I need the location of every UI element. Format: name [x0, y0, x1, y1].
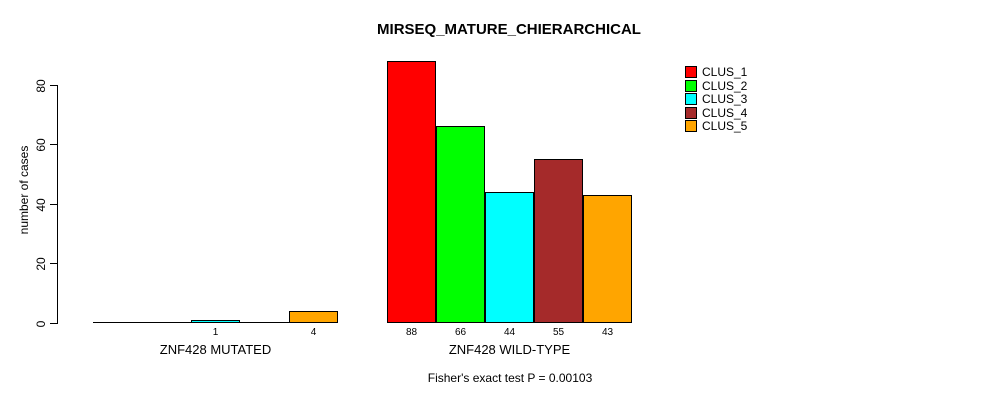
y-tick-label: 20: [34, 256, 48, 271]
legend-label: CLUS_2: [702, 79, 748, 93]
legend-swatch: [685, 66, 697, 78]
legend-swatch: [685, 107, 697, 119]
legend-swatch: [685, 120, 697, 132]
y-tick-label: 40: [34, 197, 48, 212]
bar-value-label: 1: [212, 327, 219, 338]
bar-zero-height: [142, 322, 191, 323]
legend-label: CLUS_1: [702, 65, 748, 79]
y-tick: [50, 204, 57, 205]
y-tick: [50, 144, 57, 145]
bar-value-label: 43: [601, 327, 614, 338]
bar-value-label: 55: [552, 327, 565, 338]
y-axis-line: [57, 85, 58, 324]
bar: [191, 320, 240, 323]
x-group-label: ZNF428 MUTATED: [159, 342, 272, 357]
bar: [436, 126, 485, 323]
legend-swatch: [685, 80, 697, 92]
y-axis-label: number of cases: [17, 145, 31, 235]
bar: [583, 195, 632, 323]
bar-value-label: 88: [405, 327, 418, 338]
annotation-fisher-test: Fisher's exact test P = 0.00103: [427, 371, 593, 385]
bar: [387, 61, 436, 323]
legend-swatch: [685, 93, 697, 105]
y-tick-label: 80: [34, 78, 48, 93]
legend-label: CLUS_3: [702, 92, 748, 106]
bar-value-label: 4: [310, 327, 317, 338]
y-tick: [50, 85, 57, 86]
y-tick-label: 60: [34, 137, 48, 152]
y-tick: [50, 263, 57, 264]
x-group-label: ZNF428 WILD-TYPE: [448, 342, 571, 357]
y-tick: [50, 323, 57, 324]
bar: [485, 192, 534, 323]
bar-zero-height: [93, 322, 142, 323]
bar-zero-height: [240, 322, 289, 323]
bar-value-label: 66: [454, 327, 467, 338]
legend-label: CLUS_4: [702, 106, 748, 120]
legend-label: CLUS_5: [702, 119, 748, 133]
chart-title: MIRSEQ_MATURE_CHIERARCHICAL: [377, 21, 641, 38]
bar-value-label: 44: [503, 327, 516, 338]
y-tick-label: 0: [34, 320, 48, 327]
bar: [289, 311, 338, 323]
bar: [534, 159, 583, 323]
